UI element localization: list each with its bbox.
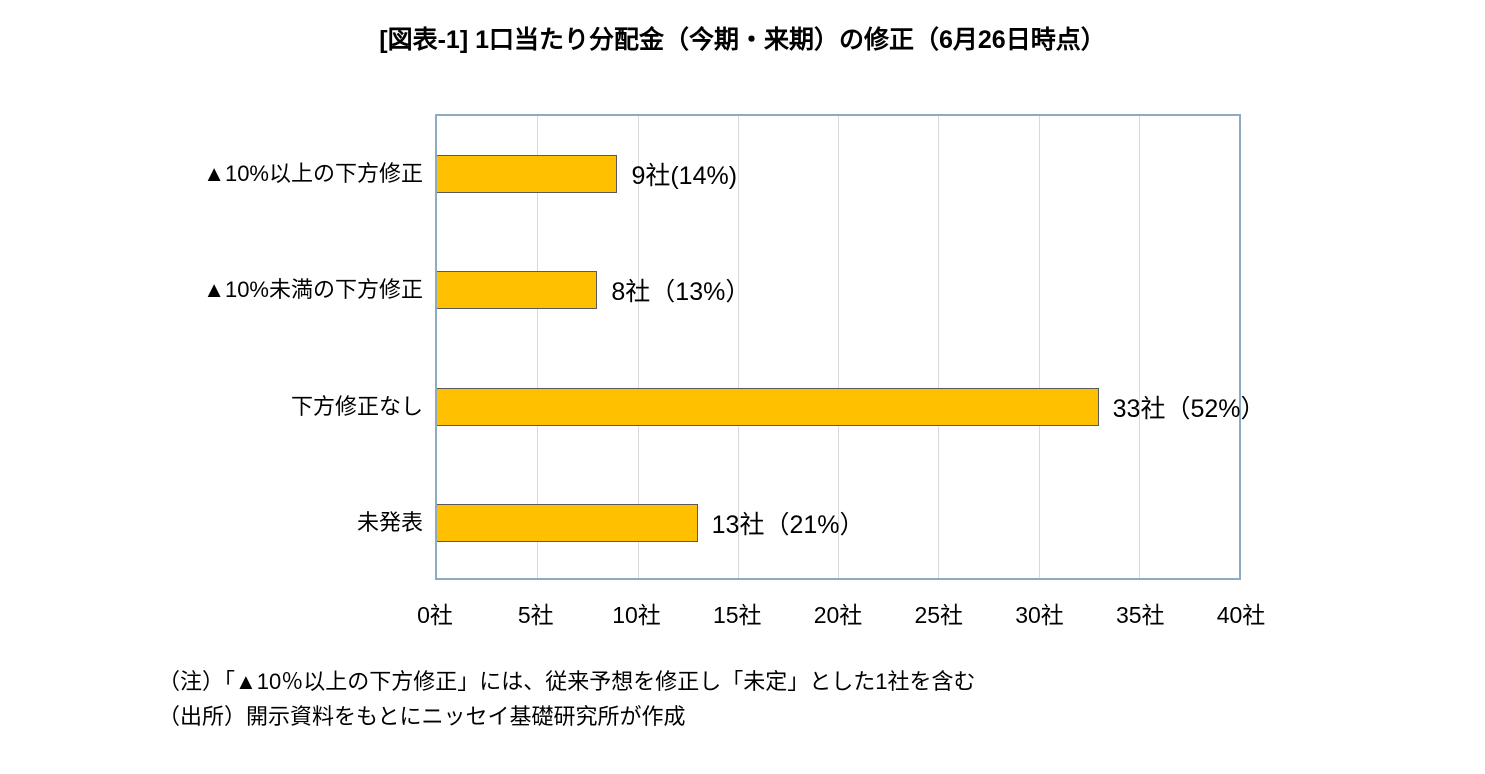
bar — [437, 388, 1099, 426]
gridline — [737, 116, 739, 578]
x-axis: 0社 5社 10社 15社 20社 25社 30社 35社 40社 — [417, 596, 1265, 628]
category-label: 下方修正なし — [290, 394, 423, 419]
x-tick-label: 0社 — [417, 602, 453, 628]
note-line: （注）「▲10％以上の下方修正」には、従来予想を修正し「未定」とした1社を含む — [158, 669, 976, 694]
gridline — [938, 116, 940, 578]
x-tick-label: 5社 — [517, 602, 554, 628]
x-tick-label: 15社 — [712, 602, 762, 628]
bar-row: 13社（21%） — [437, 504, 1239, 542]
notes-block: （注）「▲10％以上の下方修正」には、従来予想を修正し「未定」とした1社を含む … — [158, 664, 975, 734]
bar-data-label: 13社（21%） — [711, 511, 865, 539]
category-label: ▲10%未満の下方修正 — [203, 277, 423, 302]
category-label: ▲10%以上の下方修正 — [203, 161, 423, 186]
x-tick-label: 35社 — [1115, 602, 1165, 628]
gridline — [537, 116, 539, 578]
bar-row: 33社（52%） — [437, 388, 1266, 426]
bar — [437, 155, 618, 193]
x-tick-label: 25社 — [914, 602, 964, 628]
note-line: （出所）開示資料をもとにニッセイ基礎研究所が作成 — [158, 704, 686, 729]
bar-row: 9社(14%) — [437, 155, 1239, 193]
x-tick-label: 20社 — [813, 602, 863, 628]
bar-data-label: 33社（52%） — [1112, 395, 1266, 423]
bar — [437, 271, 598, 309]
gridline — [838, 116, 839, 578]
bar-data-label: 8社（13%） — [611, 278, 751, 306]
bar — [437, 504, 698, 542]
plot-area: 9社(14%) 8社（13%） 33社（52%） 13社（21%） — [435, 114, 1266, 580]
x-tick-label: 30社 — [1015, 602, 1064, 628]
category-axis: ▲10%以上の下方修正 ▲10%未満の下方修正 下方修正なし 未発表 — [0, 114, 423, 580]
x-tick-label: 40社 — [1216, 602, 1266, 628]
category-label: 未発表 — [356, 510, 423, 535]
gridline — [637, 116, 639, 578]
bar-row: 8社（13%） — [437, 271, 1239, 309]
bar-data-label: 9社(14%) — [631, 162, 738, 190]
gridline — [1038, 116, 1040, 578]
x-tick-label: 10社 — [612, 602, 661, 628]
chart-title: [図表-1] 1口当たり分配金（今期・来期）の修正（6月26日時点） — [379, 26, 1106, 54]
gridline — [1138, 116, 1140, 578]
